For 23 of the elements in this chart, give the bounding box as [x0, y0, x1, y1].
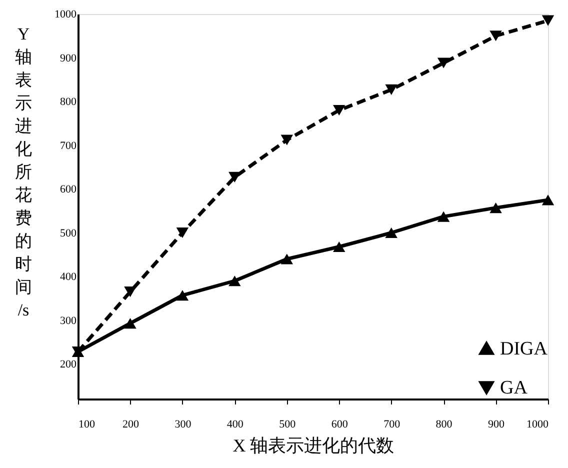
x-tick-label: 1000	[526, 418, 549, 430]
text: Y轴表示进化所花费的时间/s	[15, 24, 32, 320]
x-tick-label: 100	[78, 418, 96, 430]
y-tick-label: 700	[60, 140, 77, 152]
y-tick-label: 200	[60, 358, 77, 370]
x-tick-label: 700	[384, 418, 401, 430]
x-tick-label: 900	[488, 418, 506, 430]
y-tick-label: 900	[60, 52, 77, 64]
y-tick-label: 300	[60, 314, 77, 327]
x-tick-label: 800	[436, 418, 453, 430]
y-tick-label: 600	[60, 184, 77, 196]
y-tick-label: 500	[60, 227, 77, 240]
x-tick-label: 300	[174, 418, 192, 430]
x-tick-label: 400	[226, 418, 244, 430]
x-axis-title: X 轴表示进化的代数	[232, 436, 394, 456]
y-tick-label: 800	[60, 96, 77, 108]
x-tick-label: 600	[331, 418, 348, 430]
y-tick-label: 400	[60, 271, 77, 283]
legend-label: GA	[500, 378, 528, 398]
legend-label: DIGA	[500, 338, 548, 360]
x-tick-label: 500	[279, 418, 296, 430]
y-tick-label: 1000	[54, 8, 77, 20]
x-tick-label: 200	[122, 418, 140, 430]
